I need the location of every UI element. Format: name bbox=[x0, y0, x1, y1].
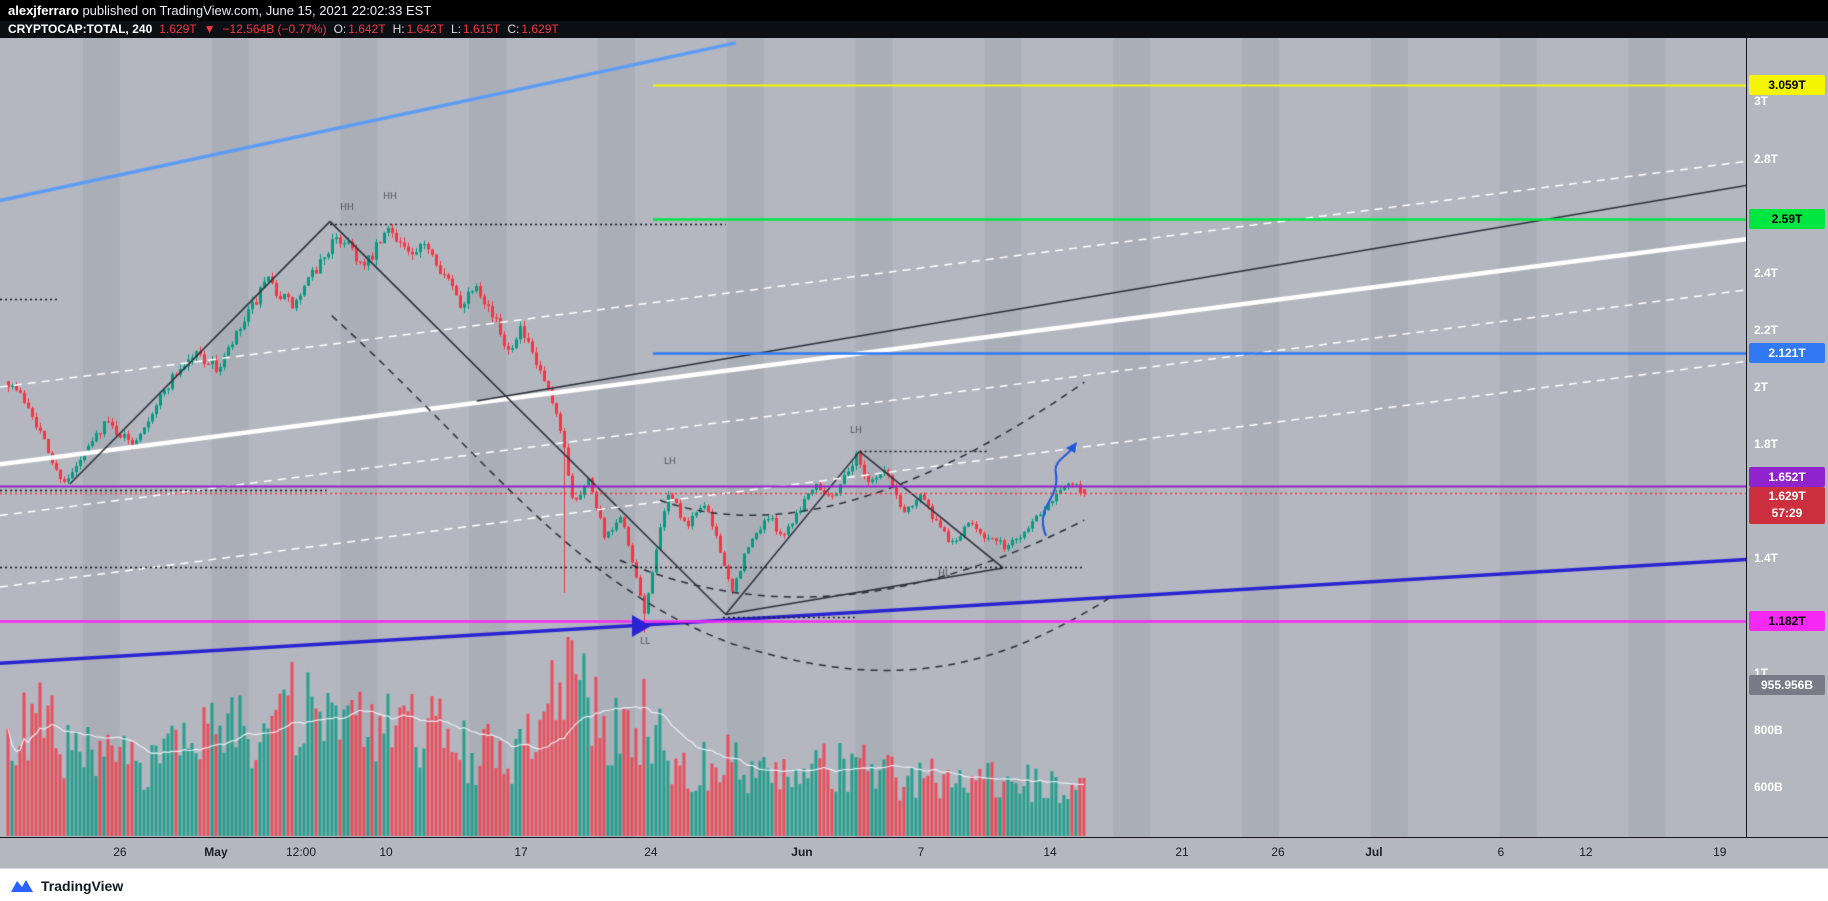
symbol-title: CRYPTOCAP:TOTAL, 240 bbox=[8, 22, 153, 36]
low-value: 1.615T bbox=[462, 22, 501, 36]
time-tick-26: 26 bbox=[113, 845, 127, 859]
last-price: 1.629T bbox=[159, 22, 197, 36]
price-tick-1.8T: 1.8T bbox=[1754, 437, 1779, 452]
price-axis[interactable]: 3T 2.8T 2.4T 2.2T 2T 1.8T 1.4T 1T 800B 600B 3.059T… bbox=[1746, 38, 1828, 837]
price-change: −12.564B (−0.77%) bbox=[222, 22, 327, 36]
price-tick-800B: 800B bbox=[1754, 722, 1783, 737]
open-label: O: bbox=[333, 22, 347, 36]
time-tick-May: May bbox=[204, 845, 228, 859]
price-tick-3T: 3T bbox=[1754, 94, 1769, 109]
symbol-bar: CRYPTOCAP:TOTAL, 240 1.629T ▼ −12.564B (… bbox=[0, 21, 1828, 38]
footer-bar: TradingView bbox=[0, 868, 1828, 901]
time-tick-21: 21 bbox=[1175, 845, 1189, 859]
price-tick-2.8T: 2.8T bbox=[1754, 151, 1779, 166]
time-tick-26: 26 bbox=[1271, 845, 1285, 859]
price-label-955.956B: 955.956B bbox=[1749, 675, 1825, 696]
time-tick-12: 12 bbox=[1579, 845, 1593, 859]
price-label-1.652T: 1.652T bbox=[1749, 467, 1825, 488]
time-tick-Jun: Jun bbox=[791, 845, 813, 859]
price-tick-600B: 600B bbox=[1754, 780, 1783, 794]
ohlc-close: C: 1.629T bbox=[507, 21, 558, 38]
high-value: 1.642T bbox=[406, 22, 444, 36]
price-tick-1.4T: 1.4T bbox=[1754, 551, 1779, 566]
price-tick-2T: 2T bbox=[1754, 380, 1769, 395]
time-tick-10: 10 bbox=[379, 845, 393, 859]
time-tick-14: 14 bbox=[1043, 845, 1057, 859]
publish-info: published on TradingView.com, June 15, 2… bbox=[78, 3, 432, 18]
tradingview-logo-icon[interactable] bbox=[10, 878, 34, 894]
publish-bar: alexjferraro published on TradingView.co… bbox=[0, 0, 1828, 21]
time-tick-19: 19 bbox=[1713, 845, 1727, 859]
bar-countdown: 57:29 bbox=[1771, 506, 1803, 521]
ohlc-open: O: 1.642T bbox=[334, 21, 386, 38]
ohlc-high: H: 1.642T bbox=[393, 21, 444, 38]
time-tick-24: 24 bbox=[644, 845, 658, 859]
price-tick-2.2T: 2.2T bbox=[1754, 322, 1779, 337]
time-axis[interactable]: 26 May 12:00 10 17 24 Jun 7 14 21 26 Jul 6 12 19 bbox=[0, 837, 1828, 869]
close-label: C: bbox=[507, 22, 520, 36]
time-tick-6: 6 bbox=[1497, 845, 1505, 859]
price-tick-2.4T: 2.4T bbox=[1754, 265, 1779, 280]
price-label-1.182T: 1.182T bbox=[1749, 610, 1825, 631]
change-arrow-icon: ▼ bbox=[203, 22, 216, 36]
high-label: H: bbox=[392, 22, 405, 36]
time-tick-Jul: Jul bbox=[1365, 845, 1383, 859]
open-value: 1.642T bbox=[348, 22, 386, 36]
price-chart-canvas[interactable] bbox=[0, 38, 1746, 837]
publisher-name: alexjferraro bbox=[8, 3, 79, 18]
price-label-2.59T: 2.59T bbox=[1749, 208, 1825, 229]
current-price-label: 1.629T 57:29 bbox=[1749, 487, 1825, 525]
ohlc-low: L: 1.615T bbox=[451, 21, 500, 38]
chart-area[interactable]: 3T 2.8T 2.4T 2.2T 2T 1.8T 1.4T 1T 800B 600B 3.059T… bbox=[0, 38, 1828, 868]
close-value: 1.629T bbox=[521, 22, 559, 36]
price-label-2.121T: 2.121T bbox=[1749, 342, 1825, 363]
low-label: L: bbox=[450, 22, 461, 36]
current-price-value: 1.629T bbox=[1768, 489, 1806, 504]
time-tick-12:00: 12:00 bbox=[285, 845, 317, 859]
brand-name[interactable]: TradingView bbox=[41, 877, 124, 894]
price-label-3.059T: 3.059T bbox=[1749, 74, 1825, 95]
time-tick-17: 17 bbox=[514, 845, 528, 859]
time-tick-7: 7 bbox=[917, 845, 925, 859]
